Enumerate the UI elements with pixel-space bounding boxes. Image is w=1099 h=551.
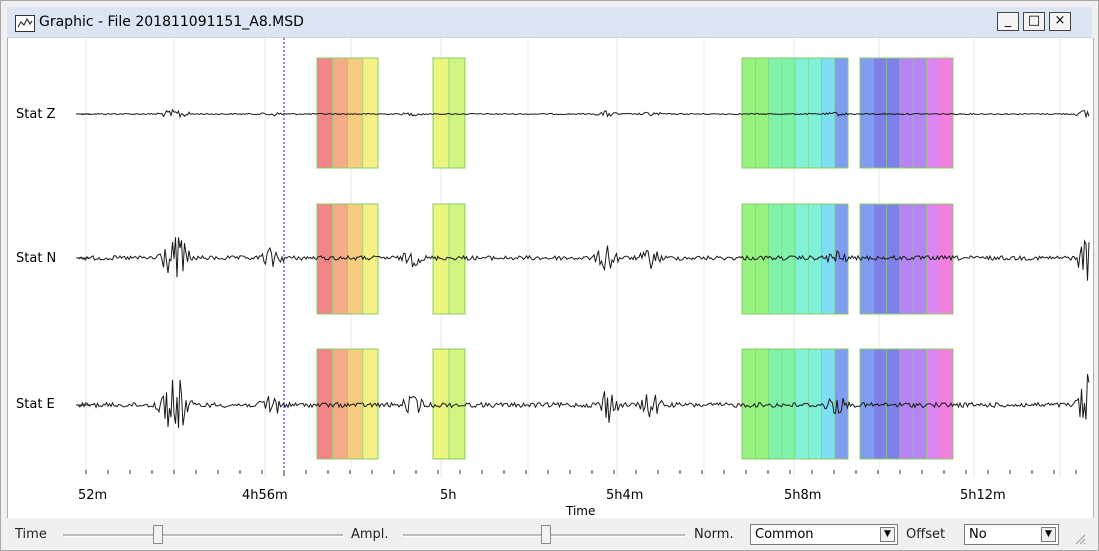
norm-label: Norm. bbox=[694, 527, 734, 542]
offset-select-value: No bbox=[969, 527, 987, 542]
controls-bar: Time Ampl. Norm. Common ▼ Offset No ▼ bbox=[7, 519, 1092, 549]
trace-stat-e bbox=[77, 374, 1090, 429]
pick-window-band bbox=[347, 57, 364, 169]
pick-window-band bbox=[331, 57, 348, 169]
x-tick-label: 5h bbox=[440, 488, 457, 503]
graph-app-icon bbox=[15, 15, 35, 32]
ampl-label: Ampl. bbox=[351, 527, 389, 542]
offset-label: Offset bbox=[906, 527, 946, 542]
pick-window-band bbox=[768, 57, 783, 169]
pick-window-band bbox=[448, 57, 466, 169]
x-axis-title: Time bbox=[566, 504, 596, 518]
time-slider-track[interactable] bbox=[63, 534, 343, 537]
pick-window-band bbox=[926, 57, 941, 169]
trace-stat-n bbox=[77, 237, 1090, 281]
maximize-button[interactable]: □ bbox=[1023, 12, 1045, 31]
pick-window-band bbox=[807, 203, 822, 315]
time-slider-thumb[interactable] bbox=[153, 525, 163, 544]
pick-window-outline bbox=[859, 57, 954, 169]
pick-window-band bbox=[754, 348, 769, 460]
pick-window-band bbox=[794, 203, 809, 315]
pick-window-band bbox=[872, 57, 887, 169]
x-tick-label: 4h56m bbox=[242, 488, 288, 503]
pick-window-band bbox=[432, 348, 450, 460]
pick-window-band bbox=[912, 203, 927, 315]
pick-window-band bbox=[886, 348, 901, 460]
pick-window-outline bbox=[432, 348, 466, 460]
pick-window-band bbox=[807, 348, 822, 460]
time-label: Time bbox=[15, 527, 47, 542]
norm-select[interactable]: Common ▼ bbox=[750, 524, 898, 545]
pick-window-band bbox=[781, 57, 796, 169]
pick-window-band bbox=[781, 203, 796, 315]
pick-window-band bbox=[886, 57, 901, 169]
x-tick-label: 52m bbox=[78, 488, 108, 503]
window-title: Graphic - File 201811091151_A8.MSD bbox=[39, 14, 304, 30]
pick-window-outline bbox=[859, 348, 954, 460]
x-tick-label: 5h12m bbox=[960, 488, 1006, 503]
pick-window-band bbox=[794, 57, 809, 169]
pick-window-band bbox=[912, 57, 927, 169]
channel-label-e: Stat E bbox=[16, 397, 55, 412]
pick-window-band bbox=[859, 57, 874, 169]
trace-stat-z bbox=[77, 108, 1090, 119]
x-tick-label: 5h8m bbox=[784, 488, 822, 503]
pick-window-band bbox=[448, 348, 466, 460]
pick-window-outline bbox=[432, 57, 466, 169]
ampl-slider-thumb[interactable] bbox=[541, 525, 551, 544]
pick-window-band bbox=[899, 57, 914, 169]
pick-window-band bbox=[432, 57, 450, 169]
resize-grip-icon[interactable] bbox=[1074, 533, 1086, 545]
close-button[interactable]: × bbox=[1049, 12, 1071, 31]
x-tick-label: 5h4m bbox=[606, 488, 644, 503]
pick-window-band bbox=[768, 348, 783, 460]
chevron-down-icon[interactable]: ▼ bbox=[880, 527, 895, 542]
pick-window-outline bbox=[316, 57, 379, 169]
offset-select[interactable]: No ▼ bbox=[964, 524, 1059, 545]
pick-window-band bbox=[741, 57, 756, 169]
minimize-button[interactable]: _ bbox=[997, 12, 1019, 31]
seismogram-canvas[interactable] bbox=[8, 38, 1093, 518]
channel-label-z: Stat Z bbox=[16, 107, 56, 122]
norm-select-value: Common bbox=[755, 527, 814, 542]
channel-label-n: Stat N bbox=[16, 251, 57, 266]
pick-window-band bbox=[362, 57, 379, 169]
pick-window-outline bbox=[741, 57, 849, 169]
pick-window-band bbox=[926, 203, 941, 315]
chevron-down-icon[interactable]: ▼ bbox=[1041, 527, 1056, 542]
seismogram-plot[interactable]: Stat Z Stat N Stat E 52m 4h56m 5h 5h4m 5… bbox=[7, 38, 1094, 518]
title-bar[interactable]: Graphic - File 201811091151_A8.MSD _ □ × bbox=[7, 7, 1092, 38]
pick-window-band bbox=[316, 57, 333, 169]
